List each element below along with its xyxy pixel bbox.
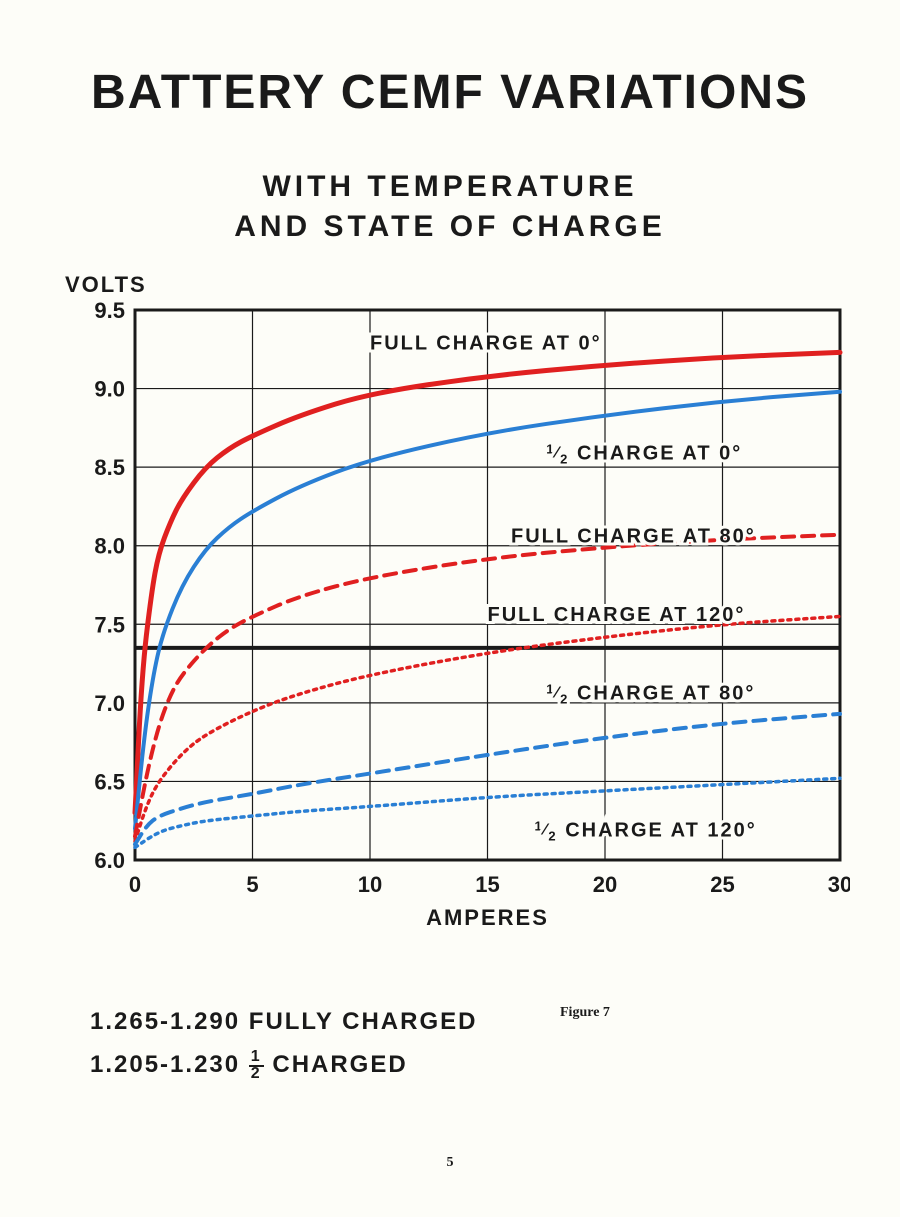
svg-text:6.5: 6.5 bbox=[94, 769, 125, 794]
svg-text:9.5: 9.5 bbox=[94, 298, 125, 323]
svg-text:25: 25 bbox=[710, 872, 734, 897]
figure-number: Figure 7 bbox=[560, 1005, 610, 1021]
subtitle-line-2: AND STATE OF CHARGE bbox=[0, 210, 900, 244]
svg-text:8.0: 8.0 bbox=[94, 534, 125, 559]
svg-text:9.0: 9.0 bbox=[94, 377, 125, 402]
series-label-half_0: 1⁄2 CHARGE AT 0° bbox=[546, 441, 742, 466]
svg-text:7.5: 7.5 bbox=[94, 612, 125, 637]
svg-text:AMPERES: AMPERES bbox=[426, 905, 549, 930]
gravity-legend: 1.265-1.290 FULLY CHARGED 1.205-1.230 12… bbox=[90, 1000, 477, 1086]
series-label-full_120: FULL CHARGE AT 120° bbox=[488, 604, 746, 626]
svg-text:10: 10 bbox=[358, 872, 382, 897]
legend-fully-charged: 1.265-1.290 FULLY CHARGED bbox=[90, 1000, 477, 1043]
svg-text:5: 5 bbox=[246, 872, 258, 897]
svg-text:0: 0 bbox=[129, 872, 141, 897]
legend-half-charged: 1.205-1.230 12 CHARGED bbox=[90, 1043, 477, 1086]
page: BATTERY CEMF VARIATIONS WITH TEMPERATURE… bbox=[0, 0, 900, 1217]
svg-text:15: 15 bbox=[475, 872, 499, 897]
page-number: 5 bbox=[0, 1155, 900, 1171]
series-label-half_120: 1⁄2 CHARGE AT 120° bbox=[535, 818, 757, 843]
main-title: BATTERY CEMF VARIATIONS bbox=[0, 65, 900, 120]
svg-text:6.0: 6.0 bbox=[94, 848, 125, 873]
subtitle-line-1: WITH TEMPERATURE bbox=[0, 170, 900, 204]
svg-text:8.5: 8.5 bbox=[94, 455, 125, 480]
svg-text:VOLTS: VOLTS bbox=[65, 272, 147, 297]
svg-text:7.0: 7.0 bbox=[94, 691, 125, 716]
svg-text:20: 20 bbox=[593, 872, 617, 897]
svg-text:30: 30 bbox=[828, 872, 850, 897]
cemf-chart: VOLTS 0 5 10 15 20 25 30 6.0 6.5 7.0 7.5 8.0 8.5 9.0 9.… bbox=[50, 260, 850, 960]
chart-container: VOLTS 0 5 10 15 20 25 30 6.0 6.5 7.0 7.5 8.0 8.5 9.0 9.… bbox=[50, 260, 850, 960]
series-label-full_80: FULL CHARGE AT 80° bbox=[511, 526, 756, 548]
series-label-half_80: 1⁄2 CHARGE AT 80° bbox=[546, 682, 755, 707]
series-label-full_0: FULL CHARGE AT 0° bbox=[370, 332, 602, 354]
